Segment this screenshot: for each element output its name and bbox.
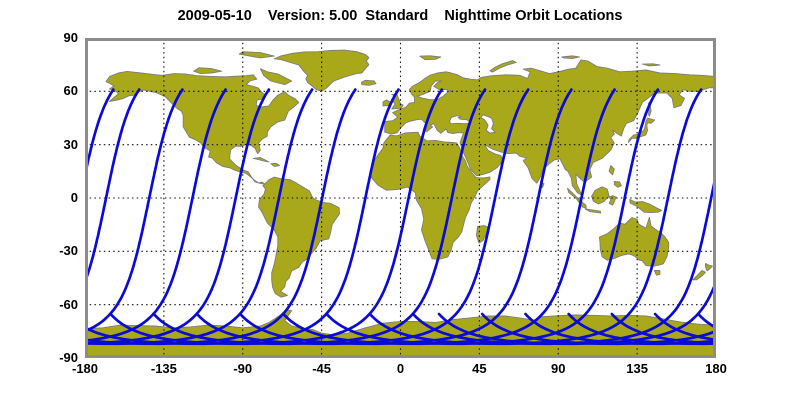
orbit-track <box>85 88 184 333</box>
plot-area <box>85 38 716 358</box>
landmass-borneo <box>591 186 610 205</box>
x-axis-tick-label: -135 <box>150 361 177 376</box>
x-axis-tick-label: 90 <box>551 361 566 376</box>
landmass-hispaniola <box>270 162 281 167</box>
plot-frame <box>85 38 716 358</box>
landmass-japan <box>627 117 656 143</box>
y-axis-tick-label: -60 <box>59 296 78 312</box>
landmass-tasmania <box>653 270 661 276</box>
landmass-sulawesi <box>608 195 617 206</box>
landmass-north-america <box>105 70 300 185</box>
landmass-greenland <box>273 49 370 92</box>
landmass-new-guinea <box>629 198 663 214</box>
orbit-track <box>85 88 141 286</box>
landmass-new-zealand-north <box>705 262 713 272</box>
y-axis-tick-label: 60 <box>63 83 78 99</box>
y-axis-tick-label: 90 <box>63 30 78 45</box>
landmass-madagascar <box>475 225 490 244</box>
landmass-eurasia <box>384 59 716 196</box>
landmass-svalbard <box>419 55 442 61</box>
x-axis-tick-label: 0 <box>396 361 405 376</box>
landmass-severnaya-zemlya <box>561 55 580 60</box>
landmass-java <box>584 208 602 214</box>
lake-layer <box>415 80 497 134</box>
x-axis-tick-label: 135 <box>626 361 648 376</box>
landmass-new-siberian-islands <box>641 63 661 67</box>
y-axis-tick-label: 30 <box>63 136 78 152</box>
landmass-luzon <box>608 165 615 176</box>
x-axis-tick-label: 180 <box>705 361 727 376</box>
landmass-victoria-island <box>193 67 223 75</box>
lake-black-sea <box>449 115 472 125</box>
landmass-mindanao <box>613 181 622 188</box>
y-axis-tick-label: 0 <box>70 190 78 205</box>
x-axis-tick-label: -45 <box>312 361 332 376</box>
orbit-track-layer <box>85 88 716 346</box>
gridline-layer <box>85 38 716 358</box>
figure-title: 2009-05-10 Version: 5.00 Standard Nightt… <box>177 8 623 24</box>
y-axis-tick-label: -90 <box>59 350 78 365</box>
x-axis-tick-label: 45 <box>472 361 487 376</box>
landmass-cuba <box>252 157 270 163</box>
world-map-svg <box>85 38 716 358</box>
orbit-track <box>325 88 660 346</box>
lake-caspian-sea <box>480 114 497 134</box>
orbit-track <box>85 88 115 182</box>
landmass-ellesmere-island <box>238 51 275 59</box>
orbit-track <box>411 168 716 346</box>
x-axis-tick-label: -90 <box>233 361 253 376</box>
landmass-baffin-island <box>259 68 293 86</box>
x-axis-tick-label: -180 <box>71 361 99 376</box>
landmass-novaya-zemlya <box>489 60 517 73</box>
orbit-track <box>368 88 703 346</box>
y-axis-tick-label: -30 <box>59 243 78 259</box>
landmass-iceland <box>360 79 377 86</box>
landmass-new-zealand-south <box>692 270 706 281</box>
